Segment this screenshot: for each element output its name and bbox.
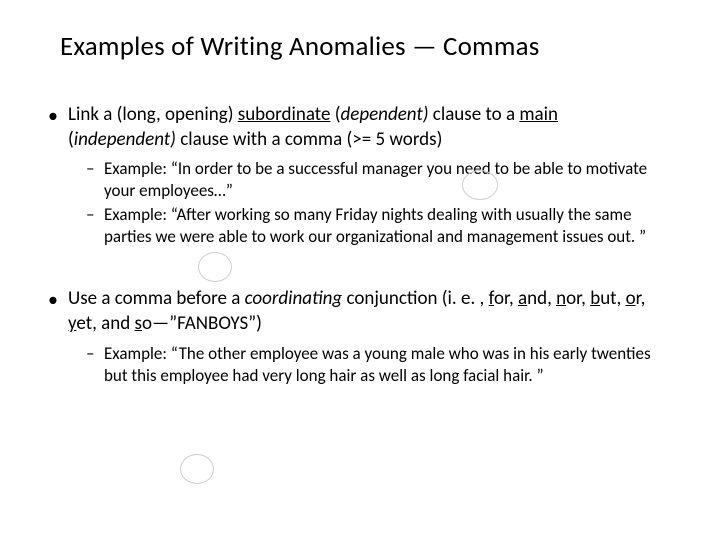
- bullet-2-text: Use a comma before a coordinating conjun…: [68, 287, 645, 335]
- bullet-2: Use a comma before a coordinating conjun…: [40, 287, 670, 386]
- sub-item: Example: “In order to be a successful ma…: [68, 158, 670, 202]
- bullet-list: Link a (long, opening) subordinate (depe…: [40, 103, 670, 247]
- highlight-circle: [180, 454, 214, 484]
- sub-item: Example: “The other employee was a young…: [68, 343, 670, 387]
- bullet-1-text: Link a (long, opening) subordinate (depe…: [68, 103, 558, 151]
- bullet-1: Link a (long, opening) subordinate (depe…: [40, 103, 670, 247]
- slide-title: Examples of Writing Anomalies — Commas: [60, 30, 670, 63]
- spacer: [40, 263, 670, 287]
- bullet-list-2: Use a comma before a coordinating conjun…: [40, 287, 670, 386]
- sub-item: Example: “After working so many Friday n…: [68, 204, 670, 248]
- sub-list-2: Example: “The other employee was a young…: [68, 343, 670, 387]
- sub-list-1: Example: “In order to be a successful ma…: [68, 158, 670, 247]
